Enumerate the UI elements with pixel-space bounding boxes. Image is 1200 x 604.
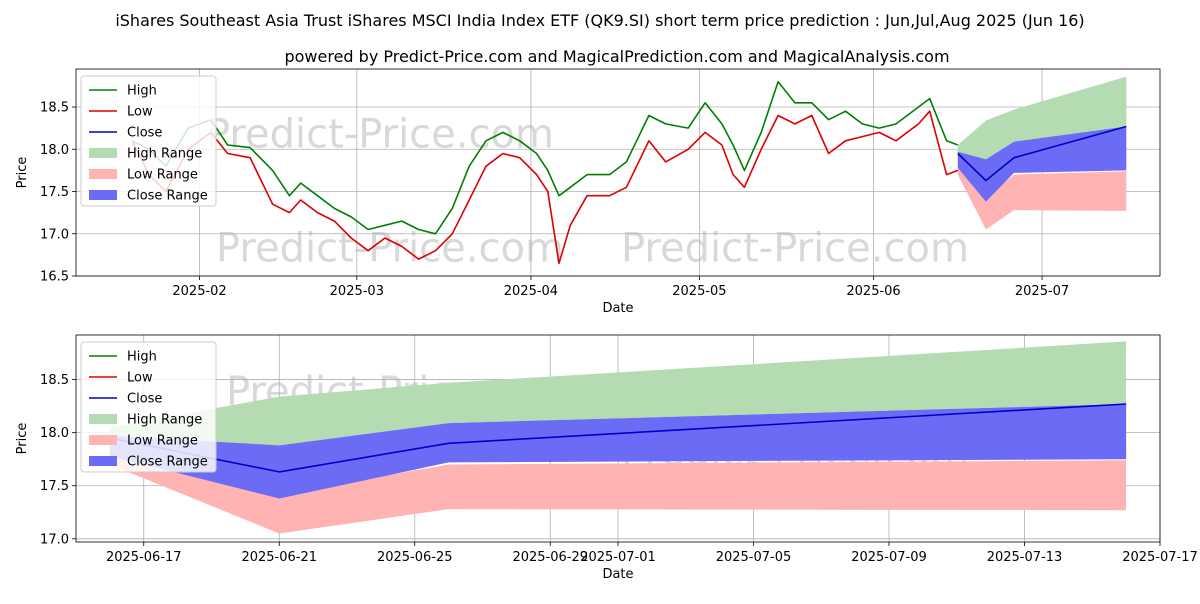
chart-subtitle: powered by Predict-Price.com and Magical… bbox=[284, 47, 949, 66]
legend-label: High bbox=[127, 84, 157, 99]
axes-frame bbox=[75, 68, 1161, 277]
x-tick-label: 2025-05 bbox=[672, 284, 726, 299]
y-tick-label: 17.0 bbox=[40, 532, 69, 547]
watermark-text: Predict-Price.com bbox=[206, 112, 554, 158]
x-axis-label: Date bbox=[602, 301, 633, 316]
x-tick-label: 2025-07-05 bbox=[716, 550, 792, 565]
top-panel: Predict-Price.com Predict-Price.com Predic… bbox=[15, 68, 1161, 316]
legend-low-range-swatch bbox=[89, 435, 117, 445]
legend-label: Close Range bbox=[127, 455, 208, 470]
y-tick-label: 18.0 bbox=[40, 143, 69, 158]
x-tick-label: 2025-06-21 bbox=[241, 550, 317, 565]
x-tick-label: 2025-07-01 bbox=[580, 550, 656, 565]
close-range-band bbox=[957, 126, 1127, 202]
y-tick-label: 18.0 bbox=[40, 426, 69, 441]
x-tick-label: 2025-02 bbox=[172, 284, 226, 299]
high-range-band bbox=[957, 76, 1127, 160]
y-tick-label: 18.5 bbox=[40, 101, 69, 116]
x-tick-label: 2025-03 bbox=[330, 284, 384, 299]
y-tick-label: 17.5 bbox=[40, 479, 69, 494]
plot-area bbox=[109, 341, 1127, 534]
close-forecast-line bbox=[957, 125, 1127, 182]
watermark-text: Predict-Price.com bbox=[216, 226, 564, 272]
x-axis-label: Date bbox=[602, 567, 633, 582]
y-tick-label: 17.5 bbox=[40, 185, 69, 200]
low-history-line bbox=[131, 110, 959, 265]
chart-title: iShares Southeast Asia Trust iShares MSC… bbox=[115, 11, 1084, 30]
x-tick-label: 2025-06 bbox=[846, 284, 900, 299]
legend-label: Low Range bbox=[127, 168, 198, 183]
legend-label: Low bbox=[127, 105, 153, 120]
y-axis-label: Price bbox=[15, 423, 30, 455]
x-tick-label: 2025-06-17 bbox=[106, 550, 182, 565]
bottom-panel: Predict-Price.comPredict-Price.com2025-0… bbox=[15, 334, 1198, 582]
legend-label: High Range bbox=[127, 147, 202, 162]
axes-frame bbox=[75, 334, 1161, 543]
low-range-band bbox=[957, 166, 1127, 230]
legend-label: High Range bbox=[127, 413, 202, 428]
x-tick-label: 2025-07-13 bbox=[987, 550, 1063, 565]
legend-label: High bbox=[127, 350, 157, 365]
low-range-band bbox=[109, 453, 1127, 534]
legend-label: Close bbox=[127, 126, 162, 141]
legend-label: Low bbox=[127, 371, 153, 386]
x-tick-label: 2025-06-29 bbox=[512, 550, 588, 565]
legend-high-range-swatch bbox=[89, 148, 117, 158]
high-history-line bbox=[131, 80, 959, 235]
y-axis-label: Price bbox=[15, 157, 30, 189]
legend-label: Low Range bbox=[127, 434, 198, 449]
plot-area bbox=[131, 76, 1127, 265]
legend-high-range-swatch bbox=[89, 414, 117, 424]
watermark-text: Predict-Price.com bbox=[621, 226, 969, 272]
x-tick-label: 2025-04 bbox=[504, 284, 558, 299]
high-range-band bbox=[109, 341, 1127, 446]
y-tick-label: 17.0 bbox=[40, 227, 69, 242]
x-tick-label: 2025-07-17 bbox=[1122, 550, 1198, 565]
y-tick-label: 18.5 bbox=[40, 373, 69, 388]
legend-close-range-swatch bbox=[89, 190, 117, 200]
legend-label: Close Range bbox=[127, 189, 208, 204]
legend-label: Close bbox=[127, 392, 162, 407]
legend-low-range-swatch bbox=[89, 169, 117, 179]
legend-close-range-swatch bbox=[89, 456, 117, 466]
watermark-group: Predict-Price.com Predict-Price.com Predic… bbox=[206, 112, 969, 272]
x-tick-label: 2025-07 bbox=[1015, 284, 1069, 299]
x-tick-label: 2025-07-09 bbox=[851, 550, 927, 565]
close-range-band bbox=[109, 404, 1127, 499]
legend: High Low Close High Range Low Range Close Ran… bbox=[80, 341, 217, 473]
legend: High Low Close High Range Low Range Close Ran… bbox=[80, 75, 217, 207]
x-tick-label: 2025-06-25 bbox=[377, 550, 453, 565]
y-tick-label: 16.5 bbox=[40, 270, 69, 285]
